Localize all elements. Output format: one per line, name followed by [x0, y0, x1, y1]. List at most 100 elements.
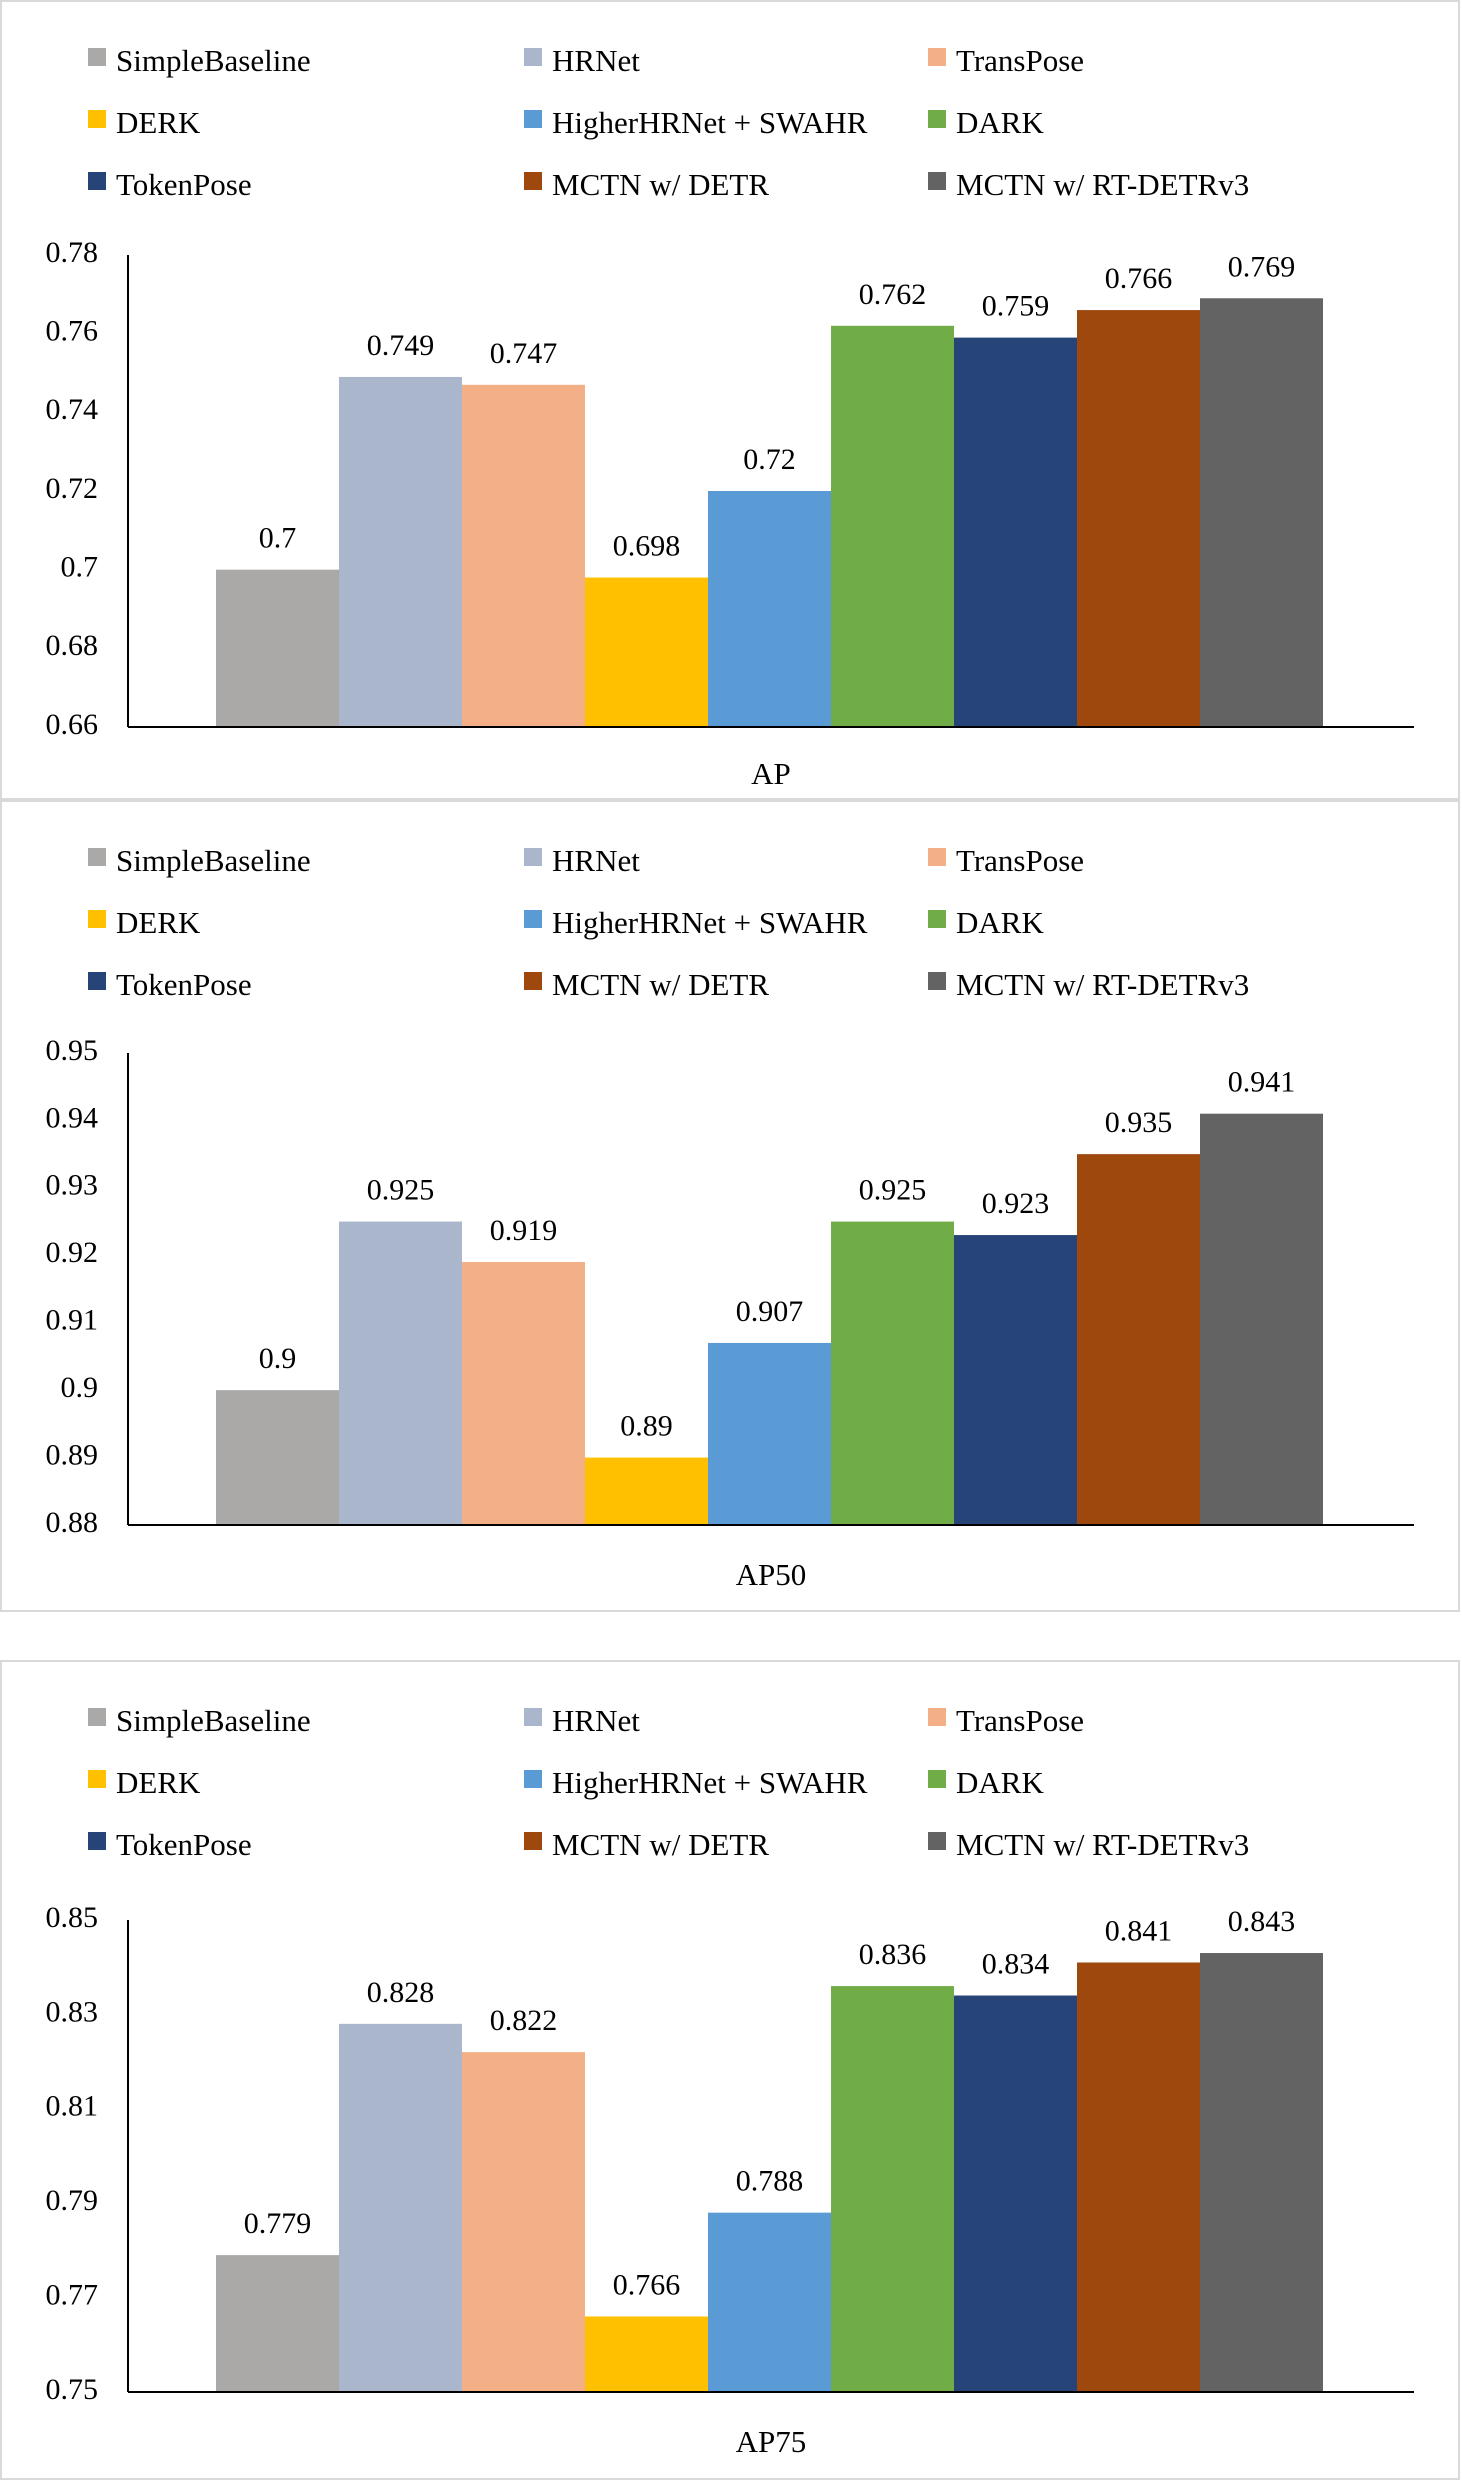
y-tick-label: 0.92 [46, 1236, 99, 1269]
legend-swatch-derk [88, 110, 106, 128]
data-label-mctn-w-rt-detrv3: 0.769 [1228, 250, 1296, 283]
data-label-mctn-w-detr: 0.935 [1105, 1106, 1173, 1139]
chart-panel-ap75: SimpleBaseline HRNet TransPose DERK HigherHR… [0, 1660, 1460, 2480]
data-label-simplebaseline: 0.779 [244, 2207, 312, 2240]
bar-mctn-w-rt-detrv3 [1200, 1953, 1323, 2392]
bar-mctn-w-rt-detrv3 [1200, 1113, 1323, 1525]
bar-derk [585, 577, 708, 727]
legend-label-tokenpose: TokenPose [116, 967, 252, 1002]
legend-label-transpose: TransPose [956, 843, 1084, 878]
bar-simplebaseline [216, 1390, 339, 1525]
chart-ap75: SimpleBaseline HRNet TransPose DERK HigherHR… [46, 1703, 1414, 2459]
legend-swatch-derk [88, 1770, 106, 1788]
legend-swatch-dark [928, 110, 946, 128]
bar-tokenpose [954, 337, 1077, 727]
legend-swatch-transpose [928, 848, 946, 866]
legend-swatch-mctn-w-rt-detrv3 [928, 972, 946, 990]
y-tick-label: 0.91 [46, 1304, 99, 1337]
legend-label-higherhrnet-swahr: HigherHRNet + SWAHR [552, 105, 868, 140]
data-label-higherhrnet-swahr: 0.72 [743, 443, 796, 476]
bar-simplebaseline [216, 569, 339, 727]
bar-dark [831, 1221, 954, 1525]
legend-swatch-transpose [928, 48, 946, 66]
data-label-mctn-w-detr: 0.766 [1105, 262, 1173, 295]
legend-label-simplebaseline: SimpleBaseline [116, 1703, 311, 1738]
bar-transpose [462, 1262, 585, 1525]
legend-label-derk: DERK [116, 1765, 201, 1800]
y-tick-label: 0.74 [46, 393, 99, 426]
legend-label-dark: DARK [956, 1765, 1044, 1800]
y-tick-label: 0.75 [46, 2373, 99, 2406]
data-label-tokenpose: 0.759 [982, 290, 1050, 323]
legend-label-simplebaseline: SimpleBaseline [116, 43, 311, 78]
legend-swatch-tokenpose [88, 972, 106, 990]
legend-swatch-transpose [928, 1708, 946, 1726]
legend-label-transpose: TransPose [956, 43, 1084, 78]
bar-higherhrnet-swahr [708, 1342, 831, 1525]
legend-label-mctn-w-rt-detrv3: MCTN w/ RT-DETRv3 [956, 167, 1249, 202]
data-label-derk: 0.698 [613, 530, 681, 563]
bar-tokenpose [954, 1235, 1077, 1525]
y-tick-label: 0.85 [46, 1901, 99, 1934]
bar-transpose [462, 384, 585, 727]
legend-swatch-hrnet [524, 1708, 542, 1726]
legend-label-derk: DERK [116, 905, 201, 940]
legend-label-mctn-w-detr: MCTN w/ DETR [552, 967, 769, 1002]
data-label-hrnet: 0.828 [367, 1976, 435, 2009]
data-label-hrnet: 0.749 [367, 329, 435, 362]
legend-swatch-simplebaseline [88, 1708, 106, 1726]
y-tick-label: 0.9 [61, 1371, 99, 1404]
bar-dark [831, 1986, 954, 2392]
bar-transpose [462, 2052, 585, 2392]
y-tick-label: 0.76 [46, 315, 99, 348]
legend-label-higherhrnet-swahr: HigherHRNet + SWAHR [552, 1765, 868, 1800]
y-tick-label: 0.77 [46, 2278, 99, 2311]
data-label-simplebaseline: 0.9 [259, 1342, 297, 1375]
legend-label-transpose: TransPose [956, 1703, 1084, 1738]
y-tick-label: 0.83 [46, 1995, 99, 2028]
data-label-derk: 0.89 [620, 1410, 673, 1443]
y-tick-label: 0.95 [46, 1034, 99, 1067]
chart-panel-ap50: SimpleBaseline HRNet TransPose DERK HigherHR… [0, 800, 1460, 1612]
y-tick-label: 0.66 [46, 708, 99, 741]
legend-label-mctn-w-rt-detrv3: MCTN w/ RT-DETRv3 [956, 1827, 1249, 1862]
legend-swatch-mctn-w-detr [524, 972, 542, 990]
legend-swatch-tokenpose [88, 172, 106, 190]
legend-label-hrnet: HRNet [552, 843, 640, 878]
bar-mctn-w-detr [1077, 310, 1200, 727]
chart-panel-ap: SimpleBaseline HRNet TransPose DERK HigherHR… [0, 0, 1460, 800]
legend-label-mctn-w-rt-detrv3: MCTN w/ RT-DETRv3 [956, 967, 1249, 1002]
legend-label-hrnet: HRNet [552, 43, 640, 78]
data-label-higherhrnet-swahr: 0.907 [736, 1295, 804, 1328]
legend-swatch-simplebaseline [88, 848, 106, 866]
data-label-mctn-w-rt-detrv3: 0.843 [1228, 1905, 1296, 1938]
bar-derk [585, 2316, 708, 2392]
bar-derk [585, 1457, 708, 1525]
legend-swatch-hrnet [524, 848, 542, 866]
data-label-tokenpose: 0.834 [982, 1948, 1050, 1981]
legend-swatch-higherhrnet-swahr [524, 910, 542, 928]
x-axis-label: AP [751, 756, 791, 791]
y-tick-label: 0.93 [46, 1169, 99, 1202]
y-tick-label: 0.88 [46, 1506, 99, 1539]
data-label-higherhrnet-swahr: 0.788 [736, 2165, 804, 2198]
y-tick-label: 0.68 [46, 629, 99, 662]
y-tick-label: 0.89 [46, 1438, 99, 1471]
legend-swatch-mctn-w-detr [524, 1832, 542, 1850]
legend-swatch-dark [928, 910, 946, 928]
legend-label-simplebaseline: SimpleBaseline [116, 843, 311, 878]
bar-mctn-w-detr [1077, 1154, 1200, 1525]
data-label-tokenpose: 0.923 [982, 1187, 1050, 1220]
legend-swatch-mctn-w-rt-detrv3 [928, 172, 946, 190]
bar-mctn-w-detr [1077, 1962, 1200, 2392]
data-label-transpose: 0.919 [490, 1214, 558, 1247]
bar-higherhrnet-swahr [708, 2212, 831, 2392]
x-axis-label: AP50 [736, 1557, 807, 1592]
y-tick-label: 0.94 [46, 1101, 99, 1134]
legend-label-mctn-w-detr: MCTN w/ DETR [552, 1827, 769, 1862]
legend-label-tokenpose: TokenPose [116, 1827, 252, 1862]
legend-swatch-mctn-w-rt-detrv3 [928, 1832, 946, 1850]
bar-hrnet [339, 376, 462, 727]
legend-swatch-mctn-w-detr [524, 172, 542, 190]
data-label-dark: 0.836 [859, 1938, 927, 1971]
